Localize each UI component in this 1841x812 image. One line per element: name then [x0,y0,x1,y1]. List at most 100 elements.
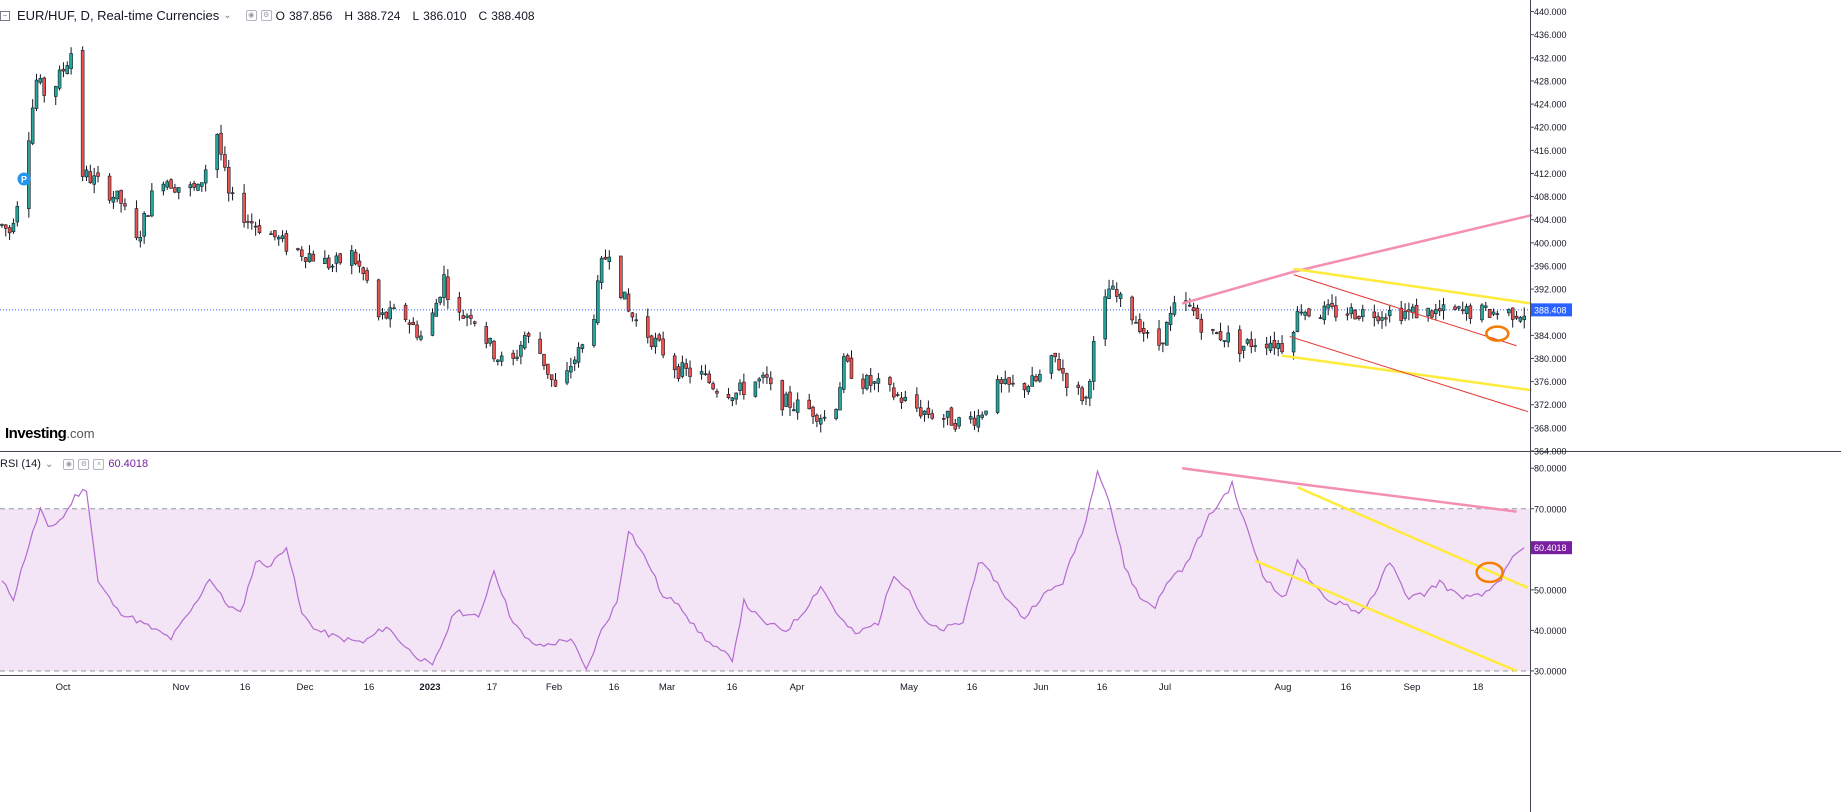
candle [576,342,581,368]
candle [980,411,984,420]
candle [1138,313,1142,334]
candle [53,85,58,106]
chevron-down-icon[interactable]: ⌄ [223,10,232,21]
candle [84,165,89,181]
settings-icon[interactable]: ⚙ [260,10,272,21]
candle-body [1303,311,1307,316]
candle-body [1138,319,1142,332]
candle-body [684,363,688,369]
candle-body [822,416,827,419]
candle [1495,310,1500,320]
candle [257,219,262,235]
candle-body [596,280,600,324]
rsi-label[interactable]: RSI (14) [0,458,41,470]
candle [1199,313,1204,340]
visibility-icon[interactable]: ◉ [245,10,257,21]
candle [918,399,923,419]
candle [1145,329,1150,339]
investing-logo: Investing.com [5,425,95,442]
candle-body [7,227,12,234]
candle-body [230,192,235,195]
candle-body [603,256,608,260]
candle-body [1322,305,1327,321]
candle [1091,336,1096,391]
candle-body [807,399,811,410]
candle [307,245,312,263]
candle [968,411,973,424]
candle [473,320,477,327]
candle-body [711,383,715,390]
trendline-drawings[interactable] [1181,213,1533,673]
candle [1280,335,1284,355]
candle-body [280,235,285,239]
candle-body [1453,306,1457,310]
candle-body [492,340,496,360]
candle [861,373,865,395]
candle [1107,279,1111,299]
candle [300,246,304,262]
candle-body [599,257,604,283]
candle-body [273,230,277,238]
chevron-down-icon[interactable]: ⌄ [44,458,54,470]
candle-body [146,215,150,217]
candle [38,74,43,85]
candle-body [1088,380,1092,399]
candle [303,257,308,269]
candle [899,392,904,410]
candle-body [918,407,923,417]
candle-body [403,304,408,321]
candle [1453,304,1457,311]
candle-body [446,276,450,300]
candle [592,314,596,348]
candle-body [4,224,8,229]
price-tick-label: 364.000 [1534,447,1567,457]
candle [868,367,873,393]
candle [1168,306,1173,331]
candle [465,313,469,327]
candle [1161,342,1165,353]
candle [169,178,173,189]
candle-body [1253,345,1257,348]
chart-legend: − EUR/HUF, D, Real-time Currencies ⌄ ◉ ⚙… [0,8,543,23]
candle [549,374,554,387]
candle-body [176,187,181,193]
close-icon[interactable]: × [93,458,105,470]
candle-body [203,169,208,184]
candle [42,76,46,103]
candle-body [169,179,173,189]
rsi-value-tag [1531,541,1572,555]
rsi-value: 60.4018 [108,458,149,470]
candle-body [1510,307,1515,320]
candle-body [765,374,769,378]
candle [34,73,39,112]
candle [572,356,577,372]
candle [515,349,519,362]
candle [599,255,604,290]
collapse-icon[interactable]: − [0,10,10,21]
candle [392,303,396,310]
candle [1049,354,1054,380]
candle [0,223,4,228]
settings-icon[interactable]: ⚙ [78,458,90,470]
candle [388,300,392,328]
candle [4,224,8,237]
candle-body [361,267,366,275]
candlestick-series [0,46,1526,433]
candle [645,308,650,344]
candle-body [1107,288,1111,299]
red-trendline [1293,274,1517,347]
candle [415,320,419,341]
symbol-title[interactable]: EUR/HUF, D, Real-time Currencies [17,8,220,23]
visibility-icon[interactable]: ◉ [63,458,75,470]
candle [834,408,838,421]
candle-body [676,366,681,379]
candle [815,413,819,428]
candle-body [1514,315,1519,319]
candle [1291,330,1296,360]
candle-body [376,279,381,318]
candle [138,230,143,248]
candle-body [338,253,342,264]
candle-body [96,172,100,177]
candle [1026,384,1031,395]
candle [88,164,93,184]
